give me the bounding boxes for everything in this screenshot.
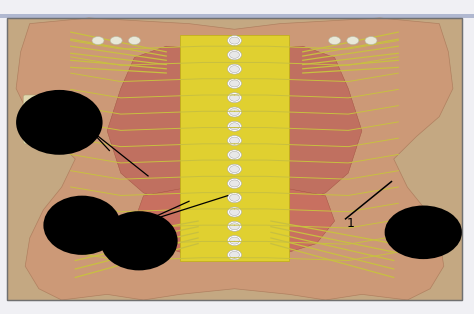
Bar xyxy=(7,18,462,300)
Ellipse shape xyxy=(128,36,140,45)
Ellipse shape xyxy=(229,123,239,130)
Ellipse shape xyxy=(228,107,241,117)
Bar xyxy=(26,112,42,119)
Bar xyxy=(7,18,462,300)
Ellipse shape xyxy=(44,196,121,255)
Ellipse shape xyxy=(229,194,239,201)
Ellipse shape xyxy=(228,236,241,246)
Polygon shape xyxy=(16,18,453,300)
Ellipse shape xyxy=(229,109,239,116)
Ellipse shape xyxy=(229,208,239,215)
Ellipse shape xyxy=(229,51,239,58)
Ellipse shape xyxy=(229,80,239,87)
Ellipse shape xyxy=(229,94,239,101)
Ellipse shape xyxy=(229,66,239,73)
Ellipse shape xyxy=(228,50,241,60)
Ellipse shape xyxy=(100,211,178,270)
Ellipse shape xyxy=(229,237,239,244)
Bar xyxy=(26,132,42,139)
Ellipse shape xyxy=(228,93,241,103)
Polygon shape xyxy=(135,187,335,258)
Ellipse shape xyxy=(229,137,239,144)
Ellipse shape xyxy=(228,150,241,160)
Ellipse shape xyxy=(229,180,239,187)
Ellipse shape xyxy=(384,206,462,259)
Ellipse shape xyxy=(229,166,239,173)
Polygon shape xyxy=(107,46,362,210)
Ellipse shape xyxy=(228,35,241,46)
Text: 1: 1 xyxy=(346,217,355,230)
Ellipse shape xyxy=(229,223,239,230)
Ellipse shape xyxy=(228,221,241,231)
FancyBboxPatch shape xyxy=(23,95,45,144)
Ellipse shape xyxy=(110,36,122,45)
Ellipse shape xyxy=(228,64,241,74)
Bar xyxy=(0,14,474,18)
Ellipse shape xyxy=(228,250,241,260)
Ellipse shape xyxy=(228,136,241,146)
Ellipse shape xyxy=(229,151,239,158)
Ellipse shape xyxy=(229,252,239,258)
Ellipse shape xyxy=(328,36,341,45)
Ellipse shape xyxy=(347,36,359,45)
Bar xyxy=(26,122,42,129)
Bar xyxy=(26,102,42,109)
Ellipse shape xyxy=(228,193,241,203)
Ellipse shape xyxy=(228,178,241,188)
Ellipse shape xyxy=(228,121,241,131)
Bar xyxy=(180,35,289,261)
Ellipse shape xyxy=(228,207,241,217)
Ellipse shape xyxy=(228,78,241,89)
Ellipse shape xyxy=(92,36,104,45)
Ellipse shape xyxy=(16,90,102,155)
Ellipse shape xyxy=(365,36,377,45)
Ellipse shape xyxy=(228,164,241,174)
Ellipse shape xyxy=(229,37,239,44)
